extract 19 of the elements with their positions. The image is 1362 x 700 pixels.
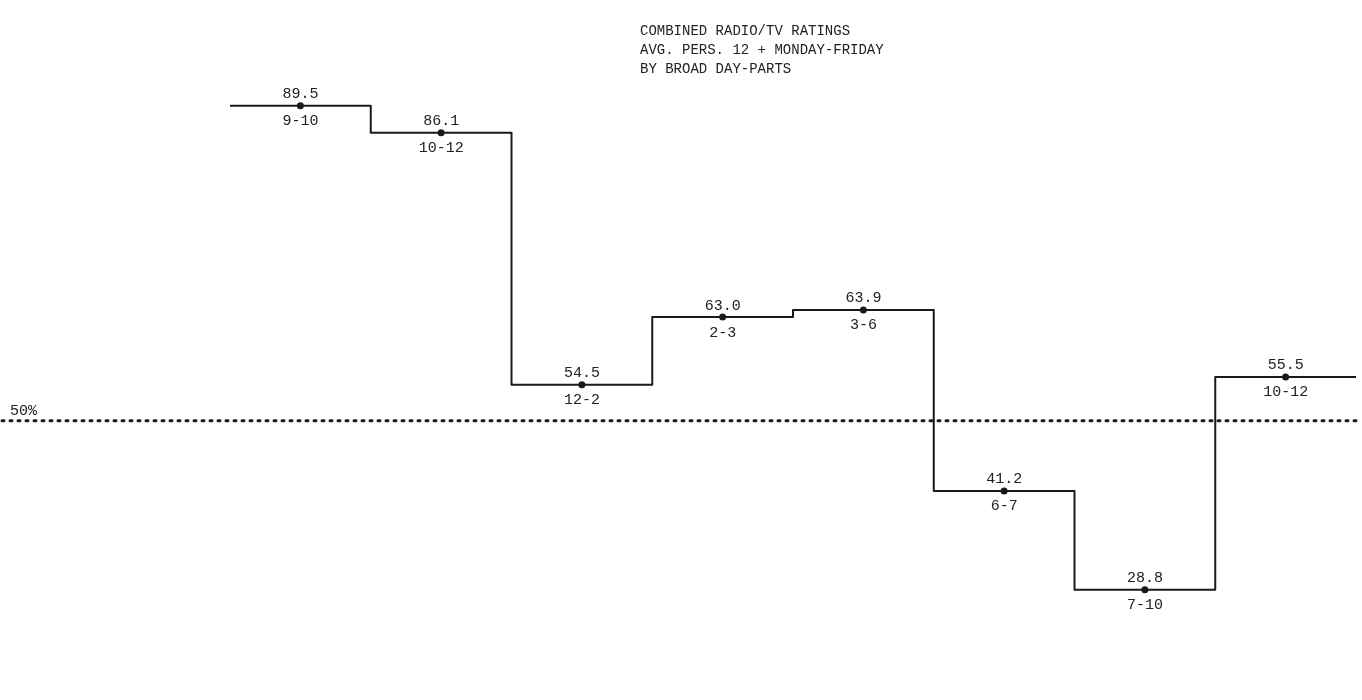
data-label: 28.8 <box>1126 570 1163 588</box>
x-tick-label: 12-2 <box>563 392 600 410</box>
data-label: 54.5 <box>563 365 600 383</box>
data-label: 63.9 <box>845 290 882 308</box>
x-tick-label: 9-10 <box>282 113 319 131</box>
x-tick-label: 7-10 <box>1126 597 1163 615</box>
data-label: 89.5 <box>282 86 319 104</box>
data-label: 55.5 <box>1267 357 1304 375</box>
data-label: 86.1 <box>423 113 460 131</box>
x-tick-label: 10-12 <box>1263 384 1309 402</box>
ref-line-label: 50% <box>10 403 38 421</box>
chart-title: COMBINED RADIO/TV RATINGS <box>640 22 852 41</box>
x-tick-label: 10-12 <box>418 140 464 158</box>
x-tick-label: 2-3 <box>709 324 737 342</box>
x-tick-label: 3-6 <box>849 317 877 335</box>
chart-subtitle: AVG. PERS. 12 + MONDAY-FRIDAY BY BROAD DAY-PARTS <box>640 41 884 79</box>
x-tick-label: 6-7 <box>990 498 1018 516</box>
data-label: 63.0 <box>704 297 741 315</box>
data-label: 41.2 <box>986 471 1023 489</box>
